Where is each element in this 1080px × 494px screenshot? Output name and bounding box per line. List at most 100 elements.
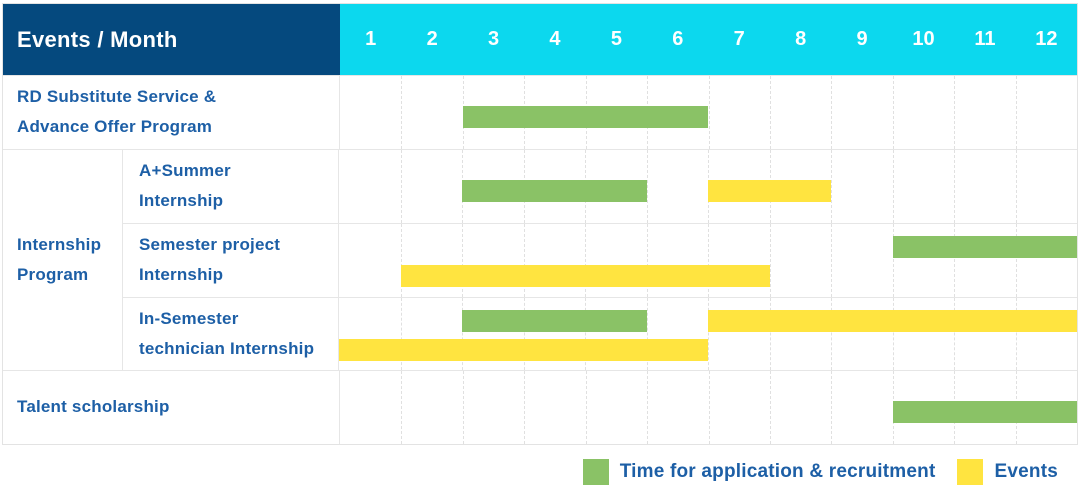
yellow-swatch-icon [957,459,984,485]
row-label-semester-project-internship: Semester project Internship [123,224,339,297]
row-talent-scholarship: Talent scholarship [3,370,1077,444]
month-header-6: 6 [672,28,684,50]
month-gridline [400,297,402,370]
month-gridline [831,224,832,297]
gantt-table: Events / Month 1 2 3 4 5 6 7 8 9 10 11 1… [2,3,1078,445]
month-gridline [769,371,771,444]
timeline-semester-project-internship [339,224,1077,297]
timeline-talent-scholarship [340,371,1077,444]
month-header-5: 5 [610,28,622,50]
month-header-9: 9 [856,28,868,50]
month-gridline [708,297,709,370]
month-gridline [954,297,955,370]
month-gridline [892,76,894,149]
row-label-line: RD Substitute Service & [17,87,217,107]
recruitment-bar [462,179,647,202]
month-gridline [646,149,648,223]
timeline-in-semester-technician-internship [339,297,1077,370]
month-header-11: 11 [974,28,996,50]
row-label-in-semester-technician-internship: In-Semester technician Internship [123,297,339,370]
legend-item-events: Events [957,459,1058,485]
events-bar [708,309,1077,332]
month-gridline [1015,76,1017,149]
row-label-line: Talent scholarship [17,397,170,417]
group-label-line: Internship [17,234,102,254]
events-month-corner-header: Events / Month [3,4,340,75]
month-gridline [954,76,956,149]
month-gridline [831,371,833,444]
month-header-2: 2 [426,28,438,50]
month-gridline [1015,297,1017,370]
month-gridline [646,224,648,297]
row-label-line: Internship [139,191,224,211]
recruitment-bar [892,401,1077,423]
month-header-12: 12 [1035,28,1058,50]
table-header-row: Events / Month 1 2 3 4 5 6 7 8 9 10 11 1… [3,4,1077,75]
month-gridline [769,76,771,149]
month-gridline [708,76,710,149]
timeline-rd-substitute-service [340,76,1077,149]
row-label-line: A+Summer [139,161,231,181]
month-header-8: 8 [795,28,807,50]
month-gridline [646,297,648,370]
month-gridline [769,224,771,297]
month-gridline [462,297,463,370]
month-gridline [954,149,955,223]
group-label-internship-program: Internship Program [3,149,123,370]
row-label-line: Internship [139,265,224,285]
recruitment-bar [462,309,647,332]
month-gridline [585,224,586,297]
month-gridline [523,224,525,297]
month-gridline [892,149,894,223]
recruitment-bar [462,106,709,128]
recruitment-bar [892,236,1077,258]
row-label-line: In-Semester [139,308,239,328]
month-gridline [1015,224,1017,297]
month-header-strip: 1 2 3 4 5 6 7 8 9 10 11 12 [340,4,1077,75]
row-label-rd-substitute-service: RD Substitute Service & Advance Offer Pr… [3,76,340,149]
month-gridline [523,297,525,370]
row-label-line: technician Internship [139,338,315,358]
month-gridline [462,224,463,297]
month-gridline [892,224,894,297]
row-rd-substitute-service: RD Substitute Service & Advance Offer Pr… [3,75,1077,149]
month-gridline [831,149,832,223]
month-gridline [400,224,402,297]
events-bar [339,338,708,361]
internship-program-subrows: A+Summer Internship Semester project Int… [123,149,1077,370]
month-gridline [585,371,587,444]
legend-label-events: Events [994,461,1058,482]
events-bar [708,179,831,202]
legend-label-recruitment: Time for application & recruitment [619,461,936,482]
legend: Time for application & recruitment Event… [582,459,1058,485]
month-gridline [401,371,403,444]
month-gridline [401,76,403,149]
month-gridline [1015,149,1017,223]
row-semester-project-internship: Semester project Internship [123,223,1077,297]
row-a-plus-summer-internship: A+Summer Internship [123,149,1077,223]
month-header-3: 3 [487,28,500,50]
row-label-a-plus-summer-internship: A+Summer Internship [123,149,339,223]
month-gridline [400,149,402,223]
month-gridline [769,297,771,370]
month-gridline [831,297,832,370]
month-header-4: 4 [549,28,561,50]
month-gridline [831,76,833,149]
month-gridline [462,371,464,444]
month-gridline [647,371,649,444]
month-gridline [708,371,710,444]
legend-item-recruitment: Time for application & recruitment [582,459,936,485]
month-header-10: 10 [912,28,935,50]
row-label-line: Advance Offer Program [17,117,213,137]
month-gridline [585,297,586,370]
month-gridline [708,224,709,297]
month-gridline [892,297,894,370]
group-label-line: Program [17,264,89,284]
month-header-1: 1 [365,28,377,50]
green-swatch-icon [582,459,609,485]
month-header-7: 7 [733,28,745,50]
internship-program-group: Internship Program A+Summer Internship S… [3,148,1077,370]
row-in-semester-technician-internship: In-Semester technician Internship [123,296,1077,370]
row-label-talent-scholarship: Talent scholarship [3,371,340,444]
timeline-a-plus-summer-internship [339,149,1077,223]
